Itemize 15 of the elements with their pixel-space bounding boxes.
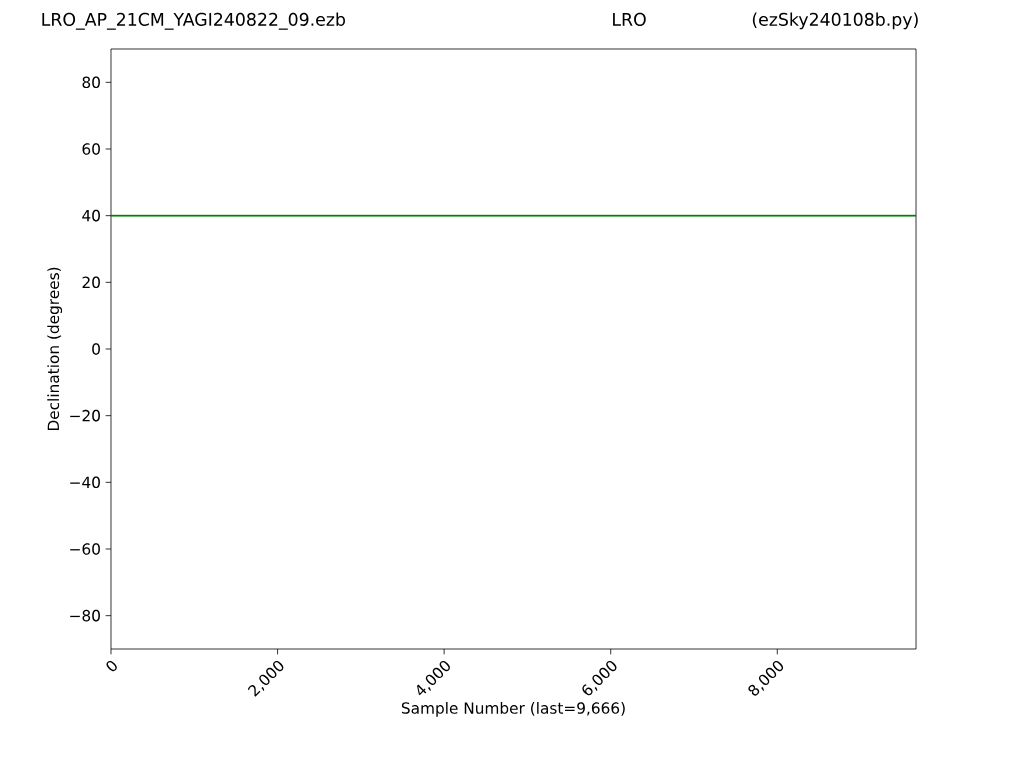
y-tick-label: 20 xyxy=(82,276,100,289)
text: (ezSky240108b.py) xyxy=(752,12,918,30)
text: LRO xyxy=(613,12,646,26)
y-tick-label: −60 xyxy=(70,543,100,555)
y-tick-label: −40 xyxy=(70,476,100,489)
y-tick-label: −20 xyxy=(70,409,100,422)
y-tick-label: 0 xyxy=(92,343,100,355)
x-tick-label: 0 xyxy=(106,660,117,672)
y-tick-label: −80 xyxy=(70,609,100,622)
x-axis-title: Sample Number (last=9,666) xyxy=(401,701,625,717)
chart-title: LRO_AP_21CM_YAGI240822_09.ezb xyxy=(42,12,345,30)
y-tick-label: 80 xyxy=(82,76,100,89)
y-tick-label: 40 xyxy=(82,209,100,222)
y-tick-label: 60 xyxy=(82,143,100,155)
y-axis-title: Declination (degrees) xyxy=(47,267,63,431)
